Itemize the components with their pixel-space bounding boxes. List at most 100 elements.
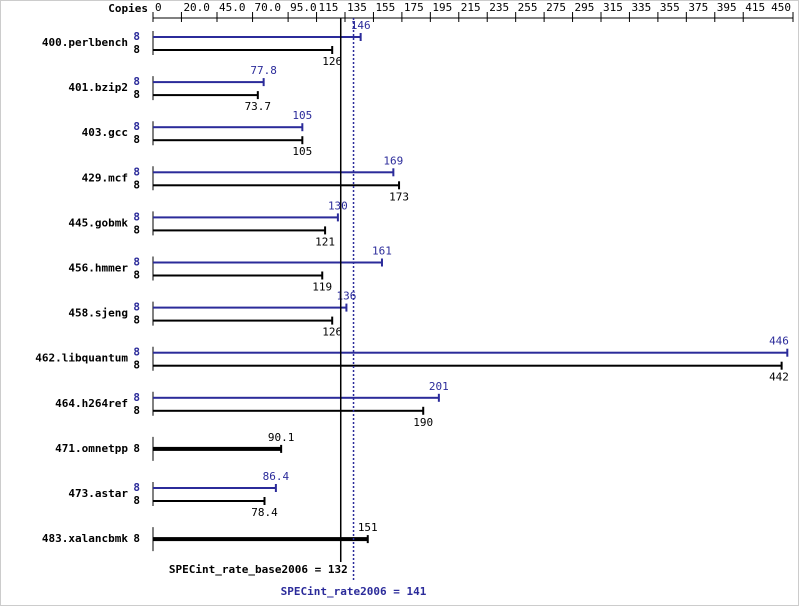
x-tick-label: 315 — [603, 1, 623, 14]
x-tick-label: 195 — [432, 1, 452, 14]
copies-label: 8 — [133, 391, 140, 404]
x-tick-label: 135 — [347, 1, 367, 14]
bar — [153, 537, 368, 542]
value-label: 86.4 — [263, 470, 290, 483]
copies-label: 8 — [133, 88, 140, 101]
x-tick-label: 335 — [631, 1, 651, 14]
value-label: 119 — [312, 281, 332, 294]
benchmark-label: 471.omnetpp — [55, 442, 128, 455]
value-label: 442 — [769, 371, 789, 384]
bar — [153, 36, 361, 38]
reference-label: SPECint_rate2006 = 141 — [281, 585, 427, 598]
value-label: 126 — [322, 326, 342, 339]
bar — [153, 487, 276, 489]
copies-label: 8 — [133, 269, 140, 282]
value-label: 146 — [351, 19, 371, 32]
x-tick-label: 375 — [688, 1, 708, 14]
x-tick-label: 215 — [461, 1, 481, 14]
bar — [153, 49, 333, 51]
copies-label: 8 — [133, 359, 140, 372]
copies-label: 8 — [133, 223, 140, 236]
value-label: 78.4 — [251, 506, 278, 519]
value-label: 190 — [413, 416, 433, 429]
bar — [153, 139, 303, 142]
x-tick-label: 355 — [660, 1, 680, 14]
benchmark-label: 473.astar — [68, 487, 128, 500]
x-tick-label: 115 — [319, 1, 339, 14]
copies-label: 8 — [133, 346, 140, 359]
x-tick-label: 95.0 — [290, 1, 317, 14]
bar — [153, 171, 394, 174]
x-tick-label: 235 — [489, 1, 509, 14]
x-tick-label: 45.0 — [219, 1, 246, 14]
x-tick-label: 450 — [771, 1, 791, 14]
bar — [153, 229, 326, 232]
copies-label: 8 — [133, 178, 140, 191]
x-tick-label: 0 — [155, 1, 162, 14]
copies-label: 8 — [133, 256, 140, 269]
bar — [153, 126, 303, 129]
x-tick-label: 155 — [375, 1, 395, 14]
benchmark-label: 464.h264ref — [55, 397, 128, 410]
x-tick-label: 415 — [745, 1, 765, 14]
reference-label: SPECint_rate_base2006 = 132 — [169, 563, 348, 576]
copies-label: 8 — [133, 314, 140, 327]
value-label: 151 — [358, 521, 378, 534]
benchmark-label: 458.sjeng — [68, 307, 128, 320]
value-label: 161 — [372, 245, 392, 258]
bar — [153, 500, 265, 502]
benchmark-label: 483.xalancbmk — [42, 532, 128, 545]
x-tick-label: 395 — [717, 1, 737, 14]
x-tick-label: 175 — [404, 1, 424, 14]
bar — [153, 261, 382, 264]
bar — [153, 351, 788, 354]
bar — [153, 396, 439, 399]
copies-header: Copies — [108, 2, 148, 15]
copies-label: 8 — [133, 442, 140, 455]
value-label: 169 — [383, 154, 403, 167]
value-label: 90.1 — [268, 431, 295, 444]
benchmark-label: 403.gcc — [82, 126, 128, 139]
bar — [153, 184, 400, 187]
benchmark-label: 462.libquantum — [35, 352, 128, 365]
bar — [153, 364, 782, 367]
value-label: 77.8 — [250, 64, 277, 77]
value-label: 130 — [328, 199, 348, 212]
value-label: 73.7 — [245, 100, 272, 113]
value-label: 126 — [322, 55, 342, 68]
bar — [153, 274, 323, 277]
copies-label: 8 — [133, 481, 140, 494]
copies-label: 8 — [133, 404, 140, 417]
copies-label: 8 — [133, 532, 140, 545]
copies-label: 8 — [133, 75, 140, 88]
benchmark-label: 429.mcf — [82, 171, 128, 184]
bar — [153, 409, 424, 412]
copies-label: 8 — [133, 120, 140, 133]
x-tick-label: 275 — [546, 1, 566, 14]
bar — [153, 446, 282, 451]
copies-label: 8 — [133, 494, 140, 507]
value-label: 105 — [292, 145, 312, 158]
benchmark-label: 400.perlbench — [42, 36, 128, 49]
bar — [153, 319, 333, 322]
copies-label: 8 — [133, 133, 140, 146]
x-tick-label: 20.0 — [183, 1, 210, 14]
value-label: 121 — [315, 235, 335, 248]
x-tick-label: 70.0 — [255, 1, 281, 14]
benchmark-label: 401.bzip2 — [68, 81, 128, 94]
benchmark-label: 445.gobmk — [68, 216, 128, 229]
copies-label: 8 — [133, 210, 140, 223]
bar — [153, 306, 347, 309]
benchmark-label: 456.hmmer — [68, 262, 128, 275]
value-label: 173 — [389, 190, 409, 203]
copies-label: 8 — [133, 30, 140, 43]
value-label: 105 — [292, 109, 312, 122]
x-tick-label: 295 — [575, 1, 595, 14]
bar — [153, 81, 264, 84]
x-tick-label: 255 — [518, 1, 538, 14]
copies-label: 8 — [133, 43, 140, 56]
value-label: 201 — [429, 380, 449, 393]
value-label: 446 — [769, 335, 789, 348]
